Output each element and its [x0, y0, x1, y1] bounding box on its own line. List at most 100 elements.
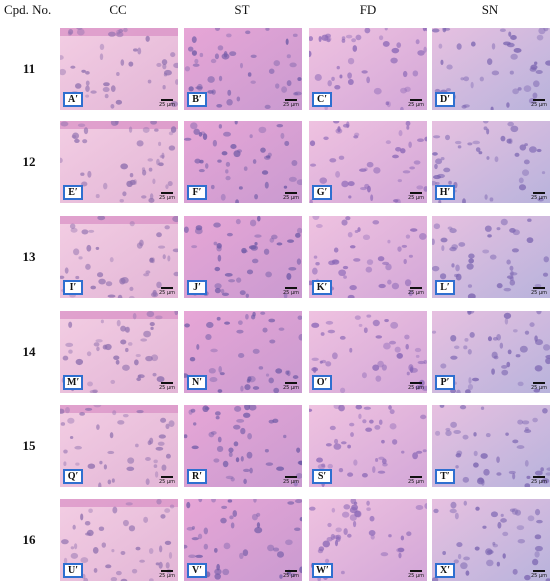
scale-line [409, 192, 422, 194]
scale-bar: 25 μm [159, 99, 175, 108]
micrograph: B′ 25 μm [184, 28, 302, 110]
scale-line [532, 192, 545, 194]
row-label: 14 [22, 344, 36, 359]
panel-label: K′ [312, 280, 332, 295]
panel-label: T′ [435, 469, 455, 484]
row-title: Cpd. No. [4, 2, 52, 17]
scale-text: 25 μm [158, 385, 175, 391]
column-header: CC [109, 2, 127, 17]
scale-bar: 25 μm [283, 99, 299, 108]
scale-bar: 25 μm [283, 570, 299, 579]
scale-text: 25 μm [407, 195, 424, 201]
scale-bar: 25 μm [283, 192, 299, 201]
scale-line [284, 476, 297, 478]
panel-label: H′ [435, 185, 455, 200]
scale-line [409, 99, 422, 101]
micrograph: K′ 25 μm [309, 216, 427, 298]
micrograph: W′ 25 μm [309, 499, 427, 581]
scale-line [284, 382, 297, 384]
panel-label: D′ [435, 92, 455, 107]
micrograph: H′ 25 μm [432, 121, 550, 203]
scale-text: 25 μm [530, 290, 547, 296]
row-label: 15 [22, 438, 36, 453]
scale-text: 25 μm [530, 385, 547, 391]
scale-bar: 25 μm [408, 99, 424, 108]
scale-bar: 25 μm [408, 382, 424, 391]
scale-bar: 25 μm [159, 476, 175, 485]
scale-line [160, 99, 173, 101]
micrograph: S′ 25 μm [309, 405, 427, 487]
panel-label: X′ [435, 563, 455, 578]
scale-line [532, 287, 545, 289]
scale-bar: 25 μm [531, 192, 547, 201]
panel-label: S′ [312, 469, 332, 484]
scale-bar: 25 μm [408, 192, 424, 201]
scale-text: 25 μm [282, 479, 299, 485]
panel-label: C′ [312, 92, 332, 107]
micrograph: A′ 25 μm [60, 28, 178, 110]
scale-text: 25 μm [407, 290, 424, 296]
panel-label: O′ [312, 375, 332, 390]
scale-text: 25 μm [282, 573, 299, 579]
scale-bar: 25 μm [283, 382, 299, 391]
scale-text: 25 μm [530, 479, 547, 485]
scale-line [532, 570, 545, 572]
panel-label: B′ [187, 92, 207, 107]
scale-text: 25 μm [530, 573, 547, 579]
micrograph: P′ 25 μm [432, 311, 550, 393]
panel-label: U′ [63, 563, 83, 578]
scale-bar: 25 μm [408, 287, 424, 296]
scale-bar: 25 μm [531, 570, 547, 579]
micrograph: J′ 25 μm [184, 216, 302, 298]
micrograph: E′ 25 μm [60, 121, 178, 203]
micrograph: T′ 25 μm [432, 405, 550, 487]
panel-label: I′ [63, 280, 83, 295]
scale-text: 25 μm [158, 102, 175, 108]
scale-bar: 25 μm [531, 382, 547, 391]
panel-label: Q′ [63, 469, 83, 484]
scale-line [284, 192, 297, 194]
scale-text: 25 μm [407, 385, 424, 391]
scale-bar: 25 μm [408, 570, 424, 579]
scale-bar: 25 μm [159, 570, 175, 579]
scale-line [409, 570, 422, 572]
panel-label: G′ [312, 185, 332, 200]
micrograph: I′ 25 μm [60, 216, 178, 298]
micrograph: G′ 25 μm [309, 121, 427, 203]
micrograph: N′ 25 μm [184, 311, 302, 393]
panel-label: M′ [63, 375, 84, 390]
scale-text: 25 μm [158, 479, 175, 485]
panel-label: E′ [63, 185, 83, 200]
scale-text: 25 μm [158, 290, 175, 296]
panel-label: W′ [312, 563, 333, 578]
column-header: ST [234, 2, 250, 17]
scale-line [532, 99, 545, 101]
panel-label: V′ [187, 563, 207, 578]
micrograph: L′ 25 μm [432, 216, 550, 298]
micrograph: X′ 25 μm [432, 499, 550, 581]
micrograph: M′ 25 μm [60, 311, 178, 393]
micrograph: Q′ 25 μm [60, 405, 178, 487]
scale-bar: 25 μm [159, 287, 175, 296]
scale-bar: 25 μm [283, 287, 299, 296]
micrograph: C′ 25 μm [309, 28, 427, 110]
scale-line [409, 476, 422, 478]
scale-text: 25 μm [282, 102, 299, 108]
row-label: 13 [22, 249, 36, 264]
scale-line [532, 476, 545, 478]
row-label: 16 [22, 532, 36, 547]
column-header: SN [481, 2, 499, 17]
micrograph: D′ 25 μm [432, 28, 550, 110]
column-header: FD [359, 2, 377, 17]
panel-label: F′ [187, 185, 207, 200]
micrograph: R′ 25 μm [184, 405, 302, 487]
scale-line [160, 570, 173, 572]
panel-label: J′ [187, 280, 207, 295]
scale-bar: 25 μm [283, 476, 299, 485]
panel-label: P′ [435, 375, 455, 390]
row-label: 12 [22, 154, 36, 169]
scale-text: 25 μm [530, 195, 547, 201]
scale-text: 25 μm [158, 573, 175, 579]
row-label: 11 [22, 61, 36, 76]
